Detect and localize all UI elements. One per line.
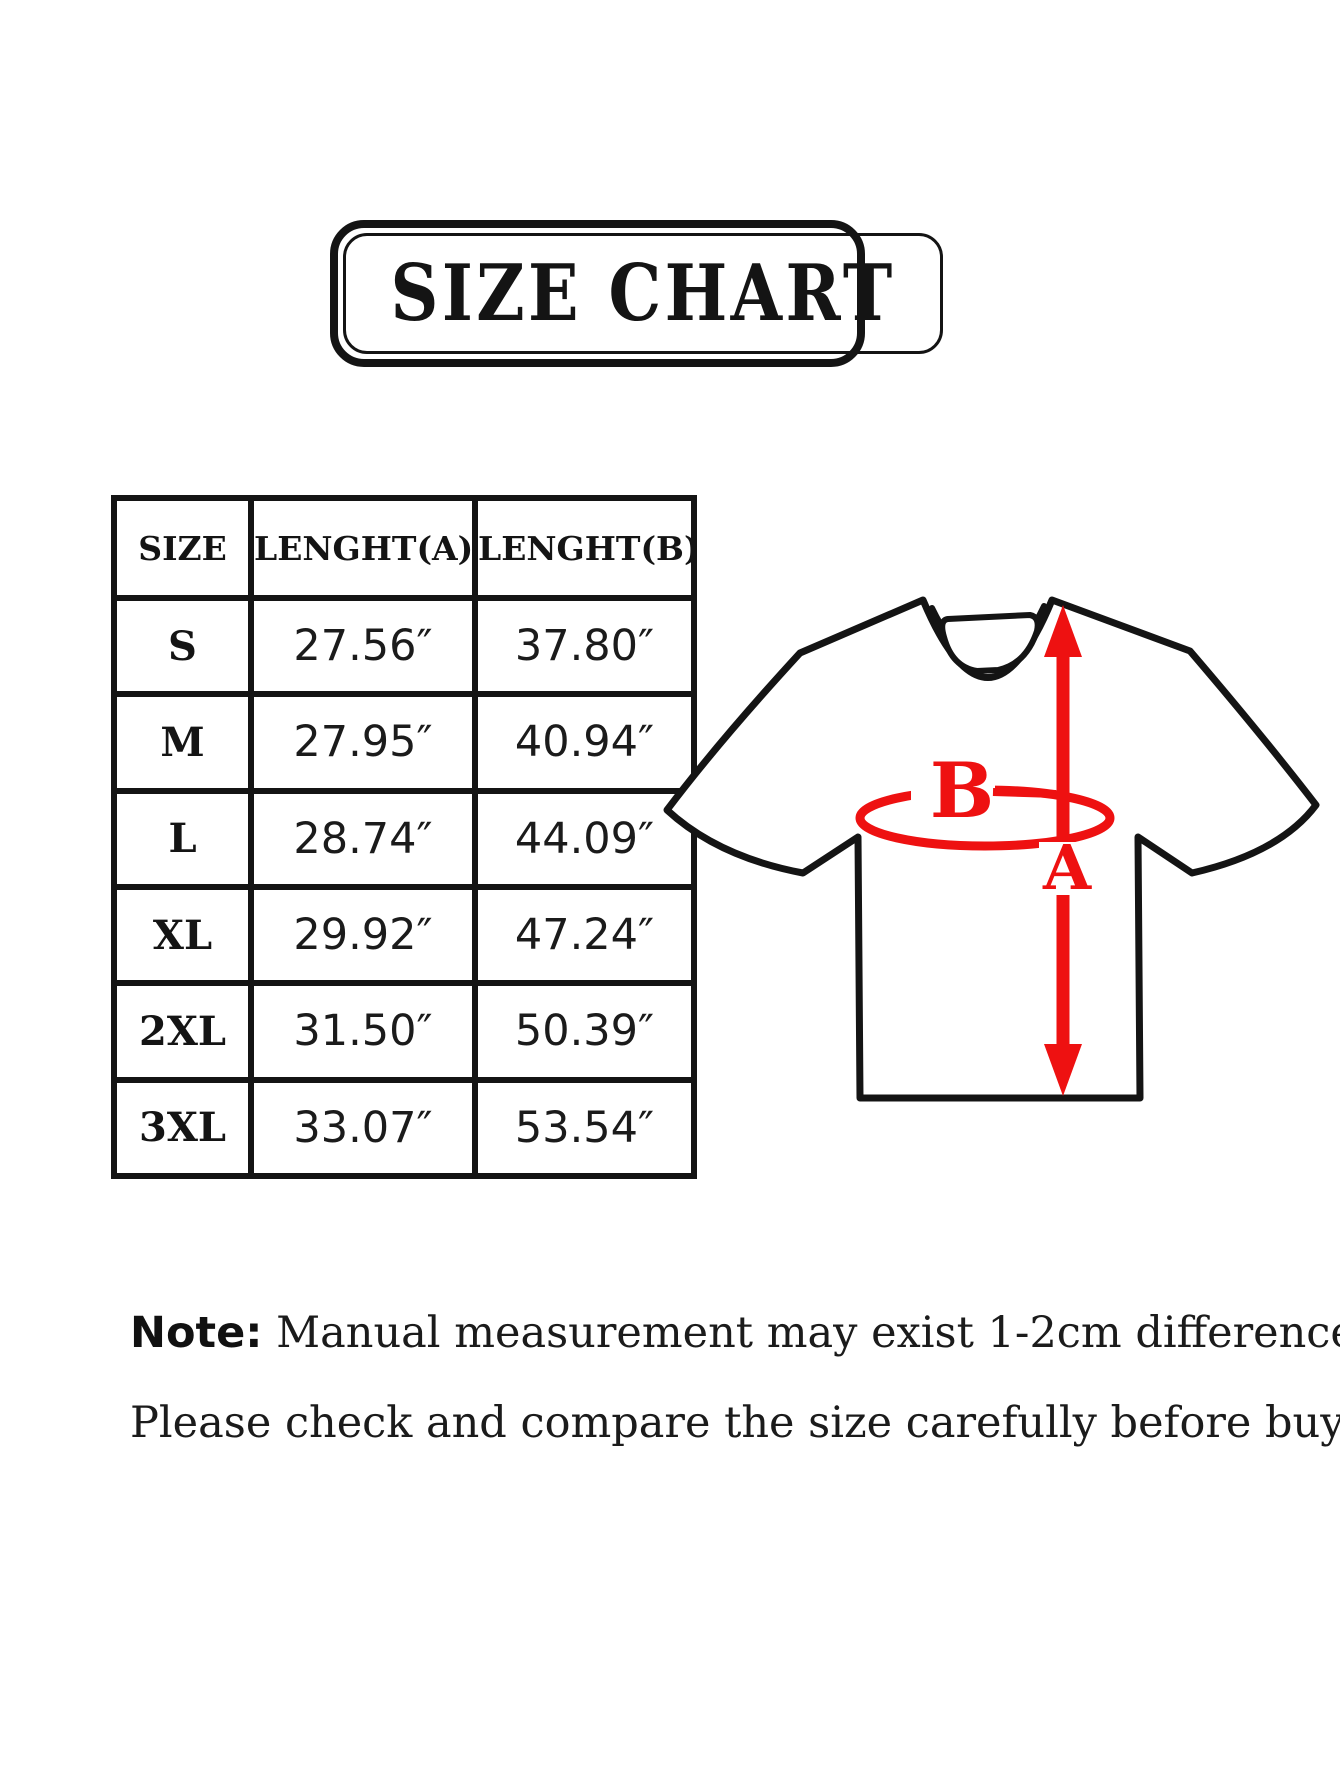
length-a-value: 29.92″ bbox=[248, 883, 478, 987]
note-line-1-text: Manual measurement may exist 1-2cm diffe… bbox=[262, 1308, 1340, 1358]
col-header-length-a: LENGHT(A) bbox=[248, 495, 478, 601]
length-a-value: 28.74″ bbox=[248, 787, 478, 890]
size-label: M bbox=[111, 691, 254, 794]
tshirt-illustration-svg: B A bbox=[663, 596, 1320, 1102]
table-row: 2XL 31.50″ 50.39″ bbox=[111, 980, 697, 1083]
length-b-value: 37.80″ bbox=[472, 594, 697, 698]
note-prefix: Note: bbox=[130, 1308, 263, 1358]
table-row: XL 29.92″ 47.24″ bbox=[111, 883, 697, 987]
page-title: SIZE CHART bbox=[390, 248, 896, 339]
length-b-value: 40.94″ bbox=[472, 691, 697, 794]
length-a-value: 31.50″ bbox=[248, 980, 478, 1083]
size-label: L bbox=[111, 787, 254, 890]
length-a-value: 27.95″ bbox=[248, 691, 478, 794]
measurement-label-a: A bbox=[1042, 831, 1092, 904]
label-b-connector-line bbox=[992, 788, 1057, 798]
table-header-row: SIZE LENGHT(A) LENGHT(B) bbox=[111, 495, 700, 601]
length-arrow-up-head bbox=[1044, 605, 1082, 657]
table-row: S 27.56″ 37.80″ bbox=[111, 594, 697, 698]
col-header-length-b: LENGHT(B) bbox=[472, 495, 700, 601]
length-arrow-lower-shaft bbox=[1056, 895, 1070, 1044]
tshirt-diagram: B A bbox=[640, 505, 1340, 1125]
title-box-inner-border: SIZE CHART bbox=[343, 233, 944, 354]
size-label: S bbox=[111, 594, 254, 698]
table-row: L 28.74″ 44.09″ bbox=[111, 787, 697, 890]
length-b-value: 50.39″ bbox=[472, 980, 697, 1083]
size-label: XL bbox=[111, 883, 254, 987]
length-arrow-down-head bbox=[1044, 1044, 1082, 1096]
collar-inner-band bbox=[939, 612, 1041, 674]
note-line-2: Please check and compare the size carefu… bbox=[130, 1398, 1340, 1448]
label-a-backing bbox=[1039, 842, 1094, 894]
length-arrow-upper-shaft bbox=[1056, 653, 1070, 841]
table-row: M 27.95″ 40.94″ bbox=[111, 691, 697, 794]
size-label: 3XL bbox=[111, 1076, 254, 1180]
table-row: 3XL 33.07″ 53.54″ bbox=[111, 1076, 697, 1180]
note-line-1: Note: Manual measurement may exist 1-2cm… bbox=[130, 1312, 1340, 1355]
label-b-backing bbox=[911, 752, 995, 826]
length-b-value: 53.54″ bbox=[472, 1076, 697, 1180]
size-label: 2XL bbox=[111, 980, 254, 1083]
length-a-value: 33.07″ bbox=[248, 1076, 478, 1180]
length-b-value: 44.09″ bbox=[472, 787, 697, 890]
note-block: Note: Manual measurement may exist 1-2cm… bbox=[130, 1312, 1340, 1492]
length-a-value: 27.56″ bbox=[248, 594, 478, 698]
measurement-label-b: B bbox=[930, 746, 994, 835]
col-header-size: SIZE bbox=[111, 495, 254, 601]
title-box: SIZE CHART bbox=[330, 220, 944, 367]
size-table: SIZE LENGHT(A) LENGHT(B) S 27.56″ 37.80″… bbox=[111, 495, 700, 1180]
length-b-value: 47.24″ bbox=[472, 883, 697, 987]
